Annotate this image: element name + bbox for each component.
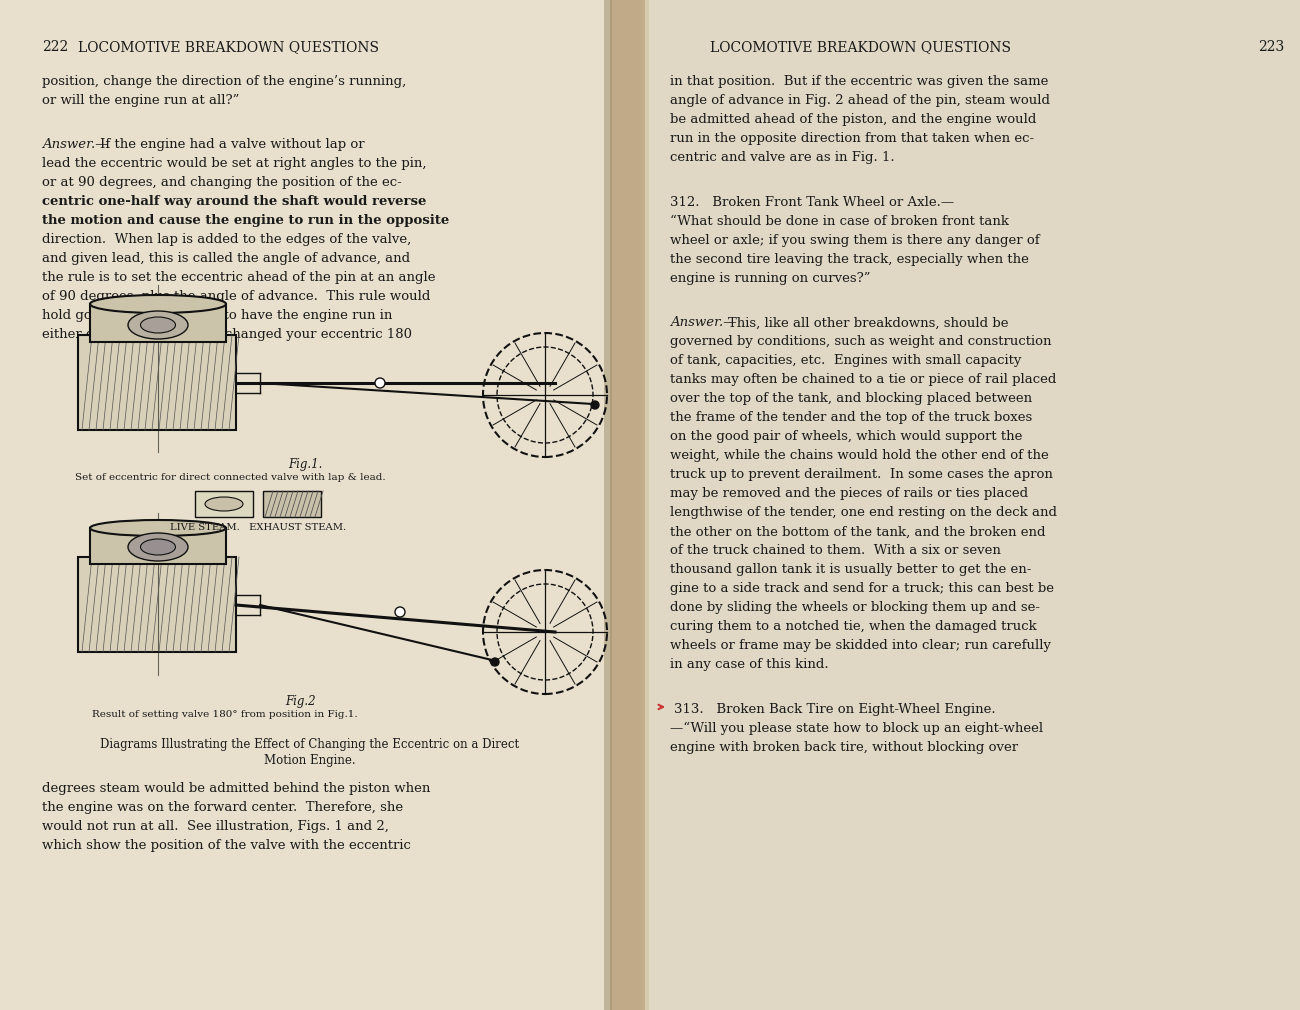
Text: of tank, capacities, etc.  Engines with small capacity: of tank, capacities, etc. Engines with s…: [670, 355, 1022, 368]
Text: which show the position of the valve with the eccentric: which show the position of the valve wit…: [42, 839, 411, 852]
Text: gine to a side track and send for a truck; this can best be: gine to a side track and send for a truc…: [670, 583, 1054, 595]
Text: LIVE STEAM.   EXHAUST STEAM.: LIVE STEAM. EXHAUST STEAM.: [170, 523, 346, 532]
Text: on the good pair of wheels, which would support the: on the good pair of wheels, which would …: [670, 430, 1022, 443]
Circle shape: [395, 607, 406, 617]
Text: tanks may often be chained to a tie or piece of rail placed: tanks may often be chained to a tie or p…: [670, 374, 1057, 386]
Circle shape: [374, 378, 385, 388]
Text: the motion and cause the engine to run in the opposite: the motion and cause the engine to run i…: [42, 214, 450, 226]
Text: and given lead, this is called the angle of advance, and: and given lead, this is called the angle…: [42, 251, 410, 265]
Text: the frame of the tender and the top of the truck boxes: the frame of the tender and the top of t…: [670, 411, 1032, 424]
Text: Fig.1.: Fig.1.: [287, 458, 322, 471]
Text: Fig.2: Fig.2: [285, 695, 316, 708]
Text: in that position.  But if the eccentric was given the same: in that position. But if the eccentric w…: [670, 75, 1048, 88]
Text: lengthwise of the tender, one end resting on the deck and: lengthwise of the tender, one end restin…: [670, 506, 1057, 519]
Text: Answer.—: Answer.—: [42, 137, 108, 150]
FancyArrowPatch shape: [659, 705, 663, 709]
Text: “What should be done in case of broken front tank: “What should be done in case of broken f…: [670, 215, 1009, 227]
Circle shape: [491, 658, 499, 666]
Text: centric one-half way around the shaft would reverse: centric one-half way around the shaft wo…: [42, 195, 426, 208]
Bar: [195, 491, 254, 517]
Text: the second tire leaving the track, especially when the: the second tire leaving the track, espec…: [670, 252, 1028, 266]
Text: Result of setting valve 180° from position in Fig.1.: Result of setting valve 180° from positi…: [92, 710, 358, 719]
Text: the rule is to set the eccentric ahead of the pin at an angle: the rule is to set the eccentric ahead o…: [42, 271, 436, 284]
Text: curing them to a notched tie, when the damaged truck: curing them to a notched tie, when the d…: [670, 620, 1037, 633]
Text: engine is running on curves?”: engine is running on curves?”: [670, 272, 871, 285]
Text: hold good if it was desired to have the engine run in: hold good if it was desired to have the …: [42, 309, 393, 322]
Text: degrees steam would be admitted behind the piston when: degrees steam would be admitted behind t…: [42, 782, 430, 795]
Text: 313.   Broken Back Tire on Eight-Wheel Engine.: 313. Broken Back Tire on Eight-Wheel Eng…: [673, 703, 996, 716]
Text: 223: 223: [1258, 40, 1284, 54]
Bar: [90, 528, 226, 564]
Text: would not run at all.  See illustration, Figs. 1 and 2,: would not run at all. See illustration, …: [42, 820, 389, 833]
Text: may be removed and the pieces of rails or ties placed: may be removed and the pieces of rails o…: [670, 487, 1028, 500]
Ellipse shape: [140, 539, 176, 556]
Text: 222: 222: [42, 40, 68, 54]
Bar: [78, 557, 237, 652]
Text: run in the opposite direction from that taken when ec-: run in the opposite direction from that …: [670, 132, 1034, 145]
Text: Diagrams Illustrating the Effect of Changing the Eccentric on a Direct: Diagrams Illustrating the Effect of Chan…: [100, 738, 520, 751]
Text: LOCOMOTIVE BREAKDOWN QUESTIONS: LOCOMOTIVE BREAKDOWN QUESTIONS: [78, 40, 380, 54]
Text: wheel or axle; if you swing them is there any danger of: wheel or axle; if you swing them is ther…: [670, 233, 1040, 246]
Text: direction.  When lap is added to the edges of the valve,: direction. When lap is added to the edge…: [42, 232, 411, 245]
Text: engine with broken back tire, without blocking over: engine with broken back tire, without bl…: [670, 741, 1018, 753]
Text: done by sliding the wheels or blocking them up and se-: done by sliding the wheels or blocking t…: [670, 601, 1040, 614]
Bar: [78, 335, 237, 430]
Text: the other on the bottom of the tank, and the broken end: the other on the bottom of the tank, and…: [670, 525, 1045, 538]
Ellipse shape: [140, 317, 176, 333]
Text: lead the eccentric would be set at right angles to the pin,: lead the eccentric would be set at right…: [42, 157, 426, 170]
Text: This, like all other breakdowns, should be: This, like all other breakdowns, should …: [728, 316, 1009, 329]
Text: governed by conditions, such as weight and construction: governed by conditions, such as weight a…: [670, 335, 1052, 348]
Bar: [263, 491, 321, 517]
Text: angle of advance in Fig. 2 ahead of the pin, steam would: angle of advance in Fig. 2 ahead of the …: [670, 94, 1050, 107]
Ellipse shape: [90, 295, 226, 313]
Circle shape: [592, 401, 599, 409]
Text: in any case of this kind.: in any case of this kind.: [670, 659, 828, 672]
Text: of 90 degrees, plus the angle of advance.  This rule would: of 90 degrees, plus the angle of advance…: [42, 290, 430, 303]
Text: If the engine had a valve without lap or: If the engine had a valve without lap or: [100, 137, 364, 150]
Bar: [604, 0, 612, 1010]
Text: position, change the direction of the engine’s running,: position, change the direction of the en…: [42, 75, 406, 88]
Text: truck up to prevent derailment.  In some cases the apron: truck up to prevent derailment. In some …: [670, 469, 1053, 482]
Text: thousand gallon tank it is usually better to get the en-: thousand gallon tank it is usually bette…: [670, 564, 1031, 577]
Ellipse shape: [127, 311, 188, 339]
Ellipse shape: [90, 520, 226, 536]
Text: either direction, and if you changed your eccentric 180: either direction, and if you changed you…: [42, 327, 412, 340]
Text: LOCOMOTIVE BREAKDOWN QUESTIONS: LOCOMOTIVE BREAKDOWN QUESTIONS: [710, 40, 1011, 54]
Text: of the truck chained to them.  With a six or seven: of the truck chained to them. With a six…: [670, 544, 1001, 558]
Text: 312.   Broken Front Tank Wheel or Axle.—: 312. Broken Front Tank Wheel or Axle.—: [670, 196, 954, 209]
Text: centric and valve are as in Fig. 1.: centric and valve are as in Fig. 1.: [670, 152, 894, 164]
Bar: [640, 0, 1300, 1010]
Text: or at 90 degrees, and changing the position of the ec-: or at 90 degrees, and changing the posit…: [42, 176, 402, 189]
Text: be admitted ahead of the piston, and the engine would: be admitted ahead of the piston, and the…: [670, 113, 1036, 126]
Bar: [610, 0, 645, 1010]
Text: the engine was on the forward center.  Therefore, she: the engine was on the forward center. Th…: [42, 801, 403, 814]
Text: wheels or frame may be skidded into clear; run carefully: wheels or frame may be skidded into clea…: [670, 639, 1050, 652]
Text: or will the engine run at all?”: or will the engine run at all?”: [42, 94, 239, 107]
Text: over the top of the tank, and blocking placed between: over the top of the tank, and blocking p…: [670, 392, 1032, 405]
Text: Answer.—: Answer.—: [670, 316, 737, 329]
Text: weight, while the chains would hold the other end of the: weight, while the chains would hold the …: [670, 449, 1049, 463]
Bar: [90, 304, 226, 342]
Ellipse shape: [127, 533, 188, 561]
Text: Set of eccentric for direct connected valve with lap & lead.: Set of eccentric for direct connected va…: [74, 473, 385, 482]
Bar: [0, 0, 615, 1010]
Text: —“Will you please state how to block up an eight-wheel: —“Will you please state how to block up …: [670, 722, 1043, 735]
Ellipse shape: [205, 497, 243, 511]
Text: Motion Engine.: Motion Engine.: [264, 754, 356, 767]
Bar: [642, 0, 649, 1010]
